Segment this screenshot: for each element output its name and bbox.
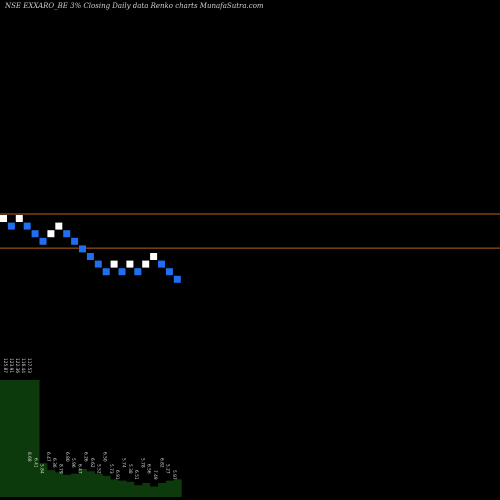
volume-label-11: 8.79: [58, 464, 64, 474]
volume-label-27: 6.82: [158, 458, 164, 468]
volume-label-1: 125.87: [2, 358, 8, 373]
renko-brick-22: [165, 268, 173, 276]
volume-label-2: 123.91: [8, 358, 14, 373]
volume-label-4: 116.44: [20, 358, 26, 373]
volume-area: [0, 380, 182, 497]
volume-label-13: 5.96: [70, 458, 76, 468]
volume-label-3: 122.36: [14, 358, 20, 373]
renko-brick-6: [39, 237, 47, 245]
renko-brick-3: [15, 215, 23, 222]
volume-label-8: 5.84: [39, 464, 45, 474]
volume-label-19: 5.73: [108, 464, 114, 474]
renko-brick-1: [0, 215, 7, 222]
volume-label-6: 8.68: [26, 452, 32, 462]
volume-label-29: 5.97: [171, 470, 177, 480]
volume-label-28: 5.27: [165, 464, 171, 474]
renko-brick-19: [142, 260, 150, 268]
renko-brick-18: [134, 268, 142, 276]
volume-label-7: 6.41: [32, 458, 38, 468]
renko-brick-5: [31, 230, 39, 238]
volume-labels: 125.87 123.91 122.36 116.44 117.538.686.415.…: [2, 358, 177, 480]
renko-bricks: [0, 215, 181, 283]
volume-label-24: 5.78: [139, 458, 145, 468]
renko-brick-4: [23, 222, 31, 230]
volume-label-9: 6.47: [45, 452, 51, 462]
renko-brick-11: [79, 245, 86, 253]
volume-label-26: 7.49: [152, 470, 158, 480]
renko-brick-7: [47, 230, 55, 238]
renko-brick-9: [63, 230, 71, 238]
renko-brick-20: [150, 253, 158, 260]
chart-title: NSE EXXARO_BE 3% Closing Daily data Renk…: [5, 2, 264, 10]
volume-label-25: 6.56: [146, 464, 152, 474]
volume-label-18: 6.50: [102, 452, 108, 462]
renko-brick-13: [94, 260, 102, 268]
volume-label-22: 5.38: [127, 464, 133, 474]
volume-label-16: 6.62: [89, 458, 95, 468]
volume-label-17: 5.52: [95, 464, 101, 474]
volume-label-21: 5.74: [121, 458, 127, 468]
renko-brick-10: [71, 237, 79, 245]
renko-brick-17: [126, 260, 134, 268]
renko-brick-8: [55, 222, 63, 230]
volume-label-20: 6.91: [114, 470, 120, 480]
volume-label-10: 6.36: [51, 458, 57, 468]
volume-label-23: 6.51: [133, 470, 139, 480]
volume-label-12: 6.80: [64, 452, 70, 462]
renko-brick-2: [7, 222, 15, 230]
renko-brick-23: [173, 275, 181, 283]
volume-fill: [0, 380, 182, 497]
renko-brick-21: [158, 260, 165, 268]
renko-brick-15: [110, 260, 118, 268]
renko-brick-12: [86, 253, 94, 260]
renko-brick-14: [102, 268, 110, 276]
volume-label-5: 117.53: [26, 358, 32, 373]
renko-brick-16: [118, 268, 126, 276]
volume-label-15: 6.26: [83, 452, 89, 462]
volume-label-14: 6.47: [76, 464, 82, 474]
